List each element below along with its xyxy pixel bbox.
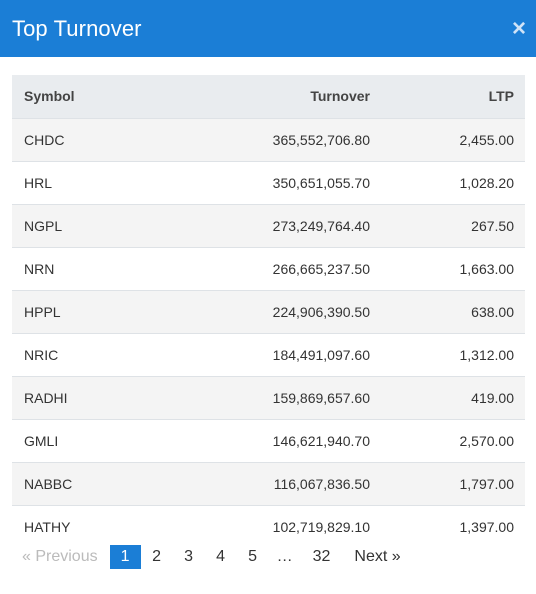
cell-symbol: NRIC bbox=[12, 333, 152, 377]
cell-ltp: 1,028.20 bbox=[370, 161, 525, 205]
pagination-page-4[interactable]: 4 bbox=[216, 548, 226, 565]
table-row[interactable]: GMLI 146,621,940.70 2,570.00 bbox=[12, 419, 525, 463]
cell-symbol: HPPL bbox=[12, 290, 152, 334]
pagination-page-3[interactable]: 3 bbox=[184, 548, 194, 565]
close-icon[interactable]: × bbox=[511, 14, 526, 42]
table-row[interactable]: NGPL 273,249,764.40 267.50 bbox=[12, 204, 525, 248]
cell-ltp: 2,455.00 bbox=[370, 118, 525, 162]
table-header-row: Symbol Turnover LTP bbox=[12, 75, 525, 119]
column-header-turnover[interactable]: Turnover bbox=[152, 75, 370, 119]
table-row[interactable]: NABBC 116,067,836.50 1,797.00 bbox=[12, 462, 525, 506]
table-row[interactable]: HRL 350,651,055.70 1,028.20 bbox=[12, 161, 525, 205]
table-row[interactable]: NRN 266,665,237.50 1,663.00 bbox=[12, 247, 525, 291]
cell-turnover: 102,719,829.10 bbox=[272, 518, 370, 535]
cell-symbol: NRN bbox=[12, 247, 152, 291]
table-row[interactable]: RADHI 159,869,657.60 419.00 bbox=[12, 376, 525, 420]
turnover-table: Symbol Turnover LTP CHDC 365,552,706.80 … bbox=[12, 75, 525, 548]
cell-turnover: 224,906,390.50 bbox=[152, 290, 370, 334]
pagination-previous[interactable]: « Previous bbox=[22, 548, 98, 565]
cell-symbol: HRL bbox=[12, 161, 152, 205]
pagination-ellipsis: … bbox=[276, 548, 293, 565]
column-header-ltp[interactable]: LTP bbox=[370, 75, 525, 119]
table-row[interactable]: NRIC 184,491,097.60 1,312.00 bbox=[12, 333, 525, 377]
pagination-page-1[interactable]: 1 bbox=[109, 545, 141, 569]
cell-turnover: 116,067,836.50 bbox=[152, 462, 370, 506]
cell-symbol: GMLI bbox=[12, 419, 152, 463]
cell-symbol: NGPL bbox=[12, 204, 152, 248]
cell-ltp: 419.00 bbox=[370, 376, 525, 420]
cell-turnover: 350,651,055.70 bbox=[152, 161, 370, 205]
cell-symbol: HATHY bbox=[24, 518, 71, 535]
cell-symbol: NABBC bbox=[12, 462, 152, 506]
table-row[interactable]: HPPL 224,906,390.50 638.00 bbox=[12, 290, 525, 334]
cell-turnover: 159,869,657.60 bbox=[152, 376, 370, 420]
table-row[interactable]: HATHY 102,719,829.10 1,397.00 bbox=[12, 505, 525, 548]
cell-ltp: 1,397.00 bbox=[459, 518, 515, 535]
cell-ltp: 638.00 bbox=[370, 290, 525, 334]
cell-turnover: 266,665,237.50 bbox=[152, 247, 370, 291]
modal-title: Top Turnover bbox=[12, 15, 142, 41]
cell-symbol: RADHI bbox=[12, 376, 152, 420]
cell-ltp: 2,570.00 bbox=[370, 419, 525, 463]
cell-ltp: 1,312.00 bbox=[370, 333, 525, 377]
column-header-symbol[interactable]: Symbol bbox=[12, 75, 152, 119]
cell-ltp: 1,797.00 bbox=[370, 462, 525, 506]
cell-turnover: 146,621,940.70 bbox=[152, 419, 370, 463]
pagination: « Previous 1 2 3 4 5 … 32 Next » bbox=[12, 544, 409, 570]
turnover-table-container: Symbol Turnover LTP CHDC 365,552,706.80 … bbox=[12, 75, 525, 548]
pagination-page-32[interactable]: 32 bbox=[312, 548, 331, 565]
pagination-next[interactable]: Next » bbox=[354, 548, 401, 565]
cell-ltp: 1,663.00 bbox=[370, 247, 525, 291]
cell-turnover: 273,249,764.40 bbox=[152, 204, 370, 248]
pagination-page-5[interactable]: 5 bbox=[248, 548, 258, 565]
cell-turnover: 184,491,097.60 bbox=[152, 333, 370, 377]
pagination-page-2[interactable]: 2 bbox=[152, 548, 162, 565]
cell-turnover: 365,552,706.80 bbox=[152, 118, 370, 162]
modal-header: Top Turnover × bbox=[0, 0, 536, 57]
cell-ltp: 267.50 bbox=[370, 204, 525, 248]
table-row[interactable]: CHDC 365,552,706.80 2,455.00 bbox=[12, 118, 525, 162]
cell-symbol: CHDC bbox=[12, 118, 152, 162]
